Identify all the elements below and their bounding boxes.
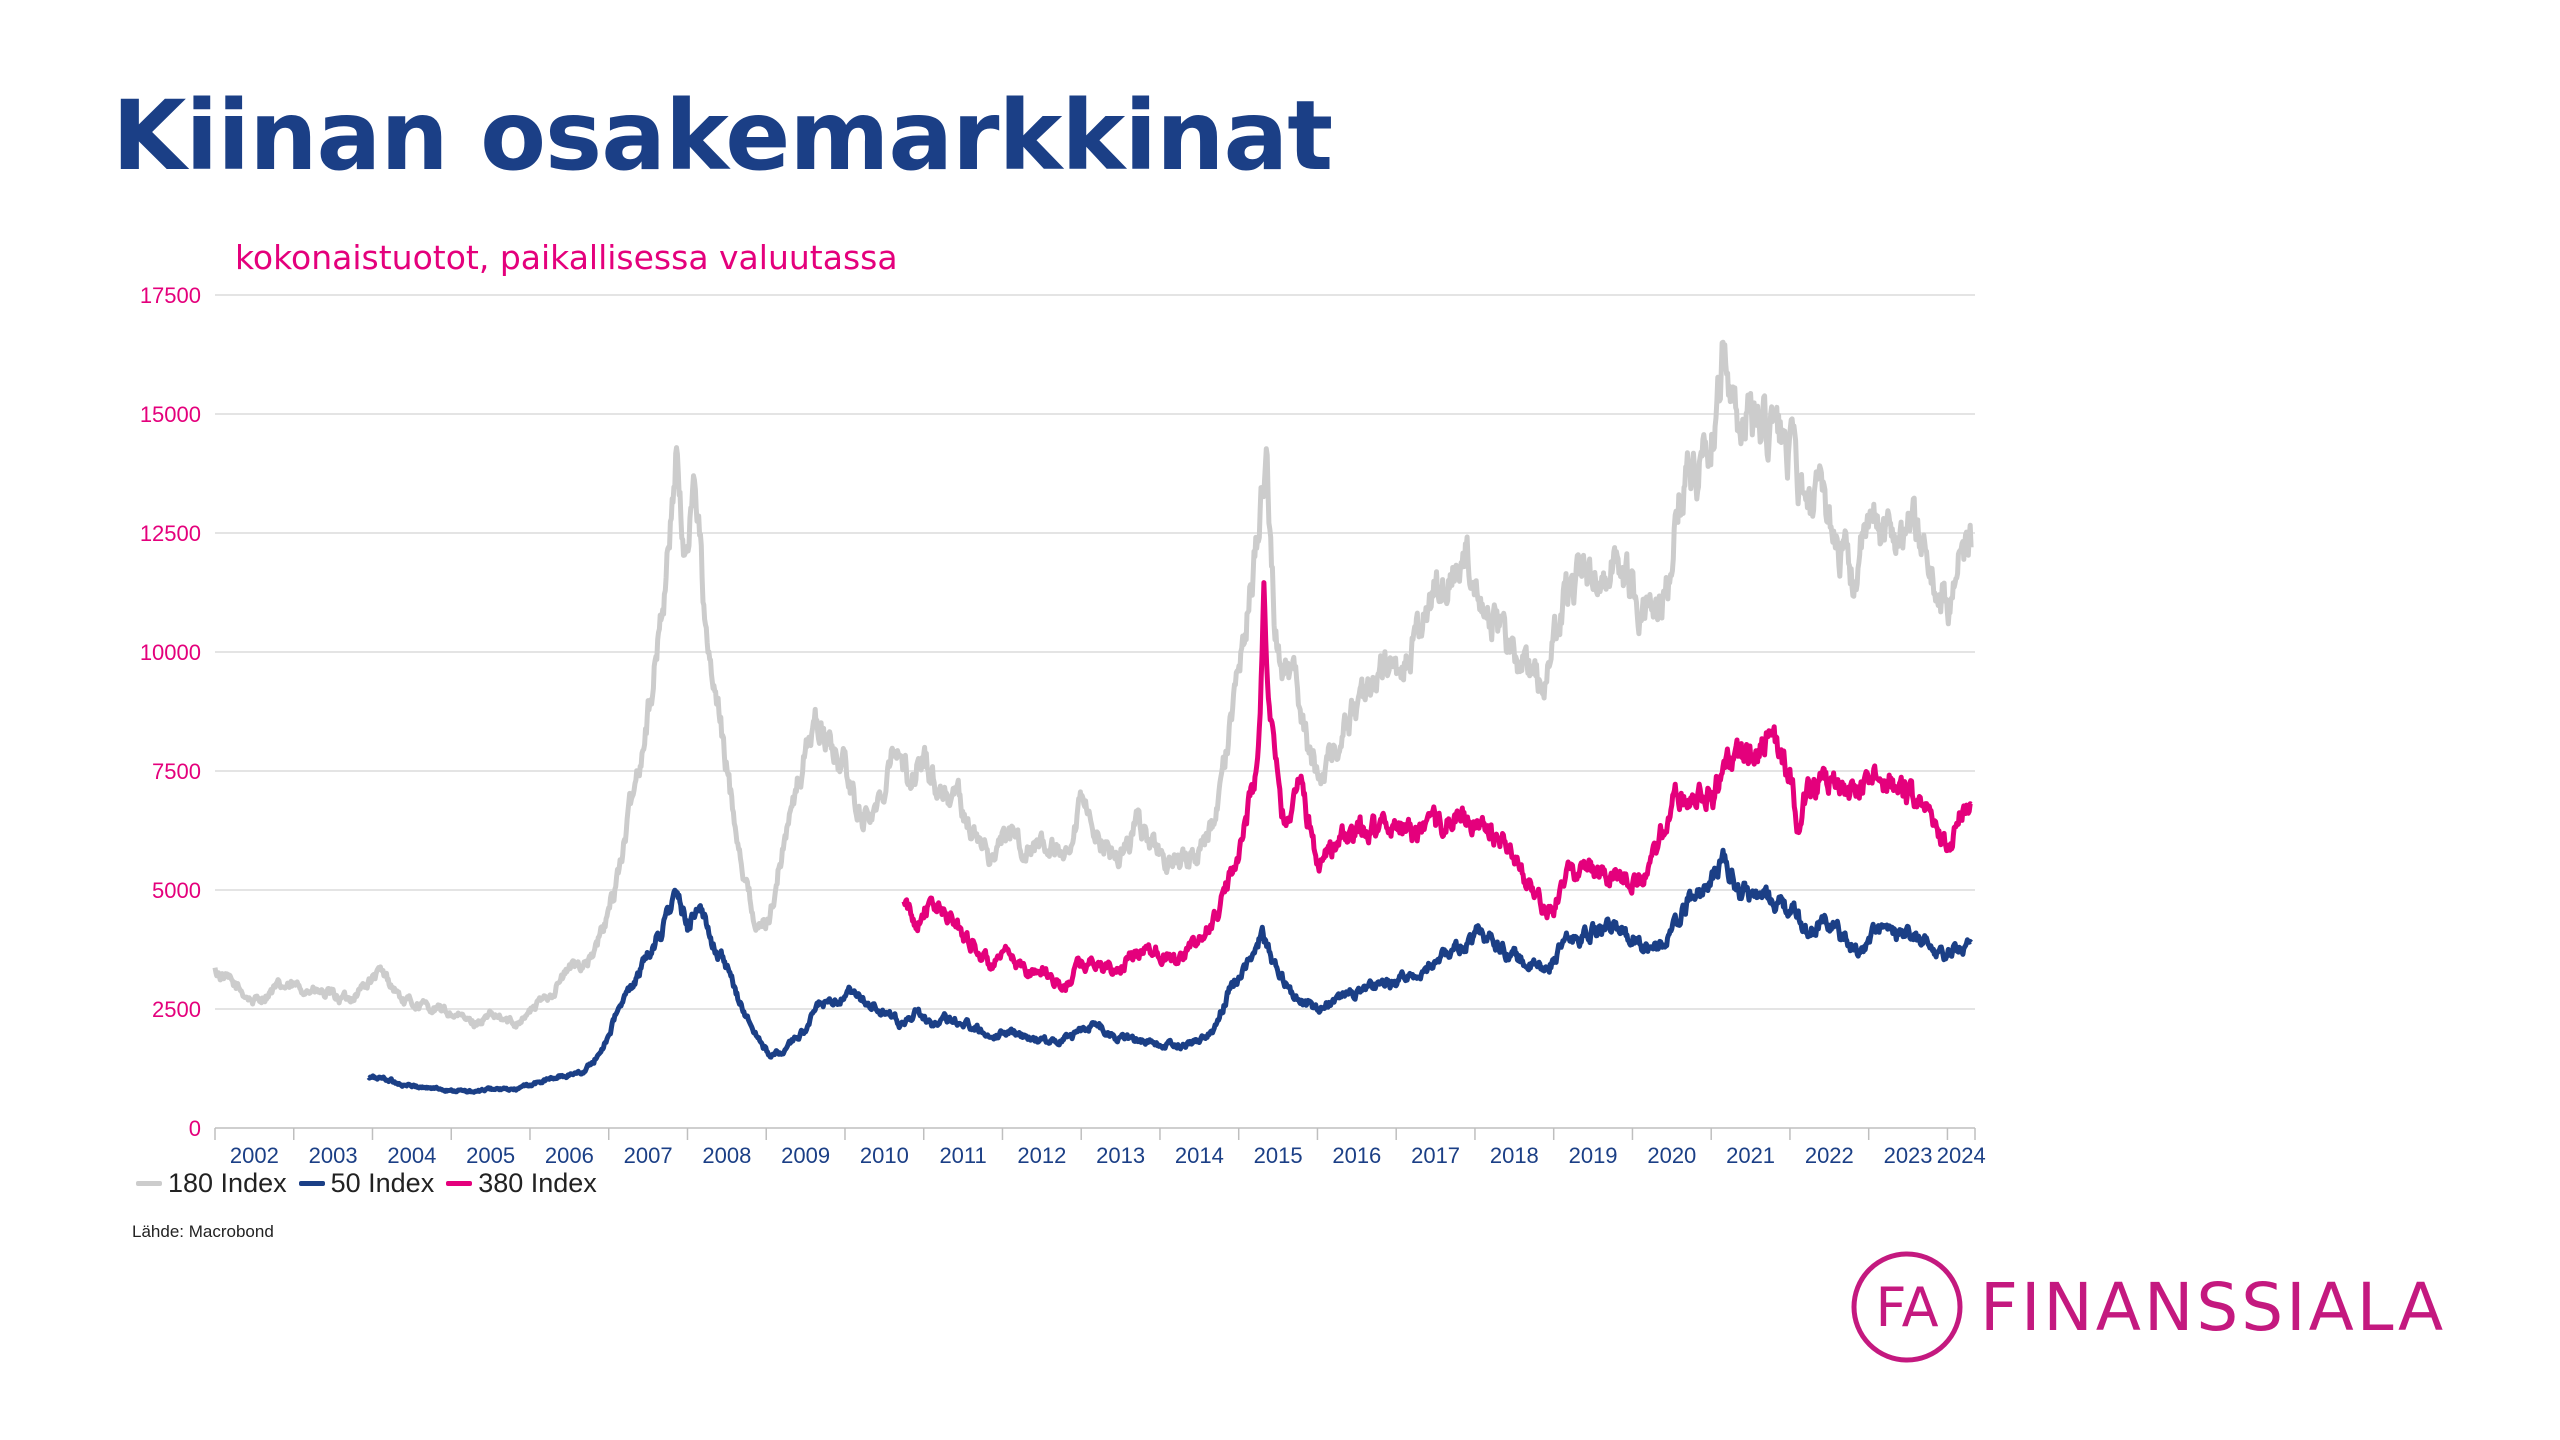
x-tick-label: 2012 [1017,1143,1066,1168]
chart-gridlines [215,294,1975,1010]
x-tick-label: 2011 [939,1143,986,1168]
series-line-380-index [901,580,1973,993]
series-line-50-index [366,847,1973,1095]
x-tick-label: 2005 [466,1143,515,1168]
y-axis-tick-labels: 0 2500 5000 7500 10000 12500 15000 17500 [140,283,201,1141]
y-tick-label: 7500 [152,759,201,784]
x-tick-label: 2006 [545,1143,594,1168]
x-tick-label: 2015 [1254,1143,1303,1168]
finanssiala-logo: FA FINANSSIALA [1848,1248,2446,1366]
fa-logo-mark-icon: FA [1851,1251,1963,1363]
legend-item-380-index: 380 Index [446,1168,597,1199]
x-tick-label: 2023 [1884,1143,1933,1168]
x-tick-label: 2003 [309,1143,358,1168]
x-tick-label: 2019 [1569,1143,1618,1168]
x-tick-label: 2010 [860,1143,909,1168]
series-line-180-index [212,339,1974,1030]
x-tick-label: 2007 [624,1143,673,1168]
logo-wordmark: FINANSSIALA [1980,1268,2447,1346]
x-tick-label: 2020 [1647,1143,1696,1168]
chart-subtitle: kokonaistuotot, paikallisessa valuutassa [235,238,898,277]
y-tick-label: 0 [189,1116,201,1141]
source-note: Lähde: Macrobond [132,1222,274,1241]
legend-label-50-index: 50 Index [330,1168,435,1198]
legend-swatch-380-index [446,1181,473,1186]
y-tick-label: 12500 [140,521,201,546]
x-tick-label: 2021 [1726,1143,1775,1168]
chart-legend: 180 Index 50 Index 380 Index [136,1168,597,1199]
x-tick-label: 2014 [1175,1143,1224,1168]
y-tick-label: 17500 [140,283,201,308]
x-tick-label: 2016 [1332,1143,1381,1168]
x-tick-label: 2004 [387,1143,436,1168]
x-tick-label: 2002 [230,1143,279,1168]
x-tick-label: 2008 [702,1143,751,1168]
x-tick-label: 2024 [1937,1143,1986,1168]
y-tick-label: 15000 [140,402,201,427]
x-tick-label: 2022 [1805,1143,1854,1168]
legend-label-180-index: 180 Index [168,1168,287,1198]
y-tick-label: 2500 [152,997,201,1022]
x-tick-label: 2013 [1096,1143,1145,1168]
x-tick-label: 2009 [781,1143,830,1168]
legend-item-180-index: 180 Index [136,1168,287,1199]
x-tick-label: 2017 [1411,1143,1460,1168]
legend-label-380-index: 380 Index [478,1168,597,1198]
logo-mark-text: FA [1875,1276,1938,1339]
legend-swatch-50-index [298,1181,325,1186]
legend-swatch-180-index [136,1181,162,1186]
y-tick-label: 5000 [152,878,201,903]
slide-title: Kiinan osakemarkkinat [112,80,1333,192]
legend-item-50-index: 50 Index [298,1168,435,1199]
x-tick-label: 2018 [1490,1143,1539,1168]
chart-series-lines [212,339,1974,1095]
y-tick-label: 10000 [140,640,201,665]
x-axis: 2002 2003 2004 2005 2006 2007 2008 2009 2010 2011… [214,1127,1986,1168]
